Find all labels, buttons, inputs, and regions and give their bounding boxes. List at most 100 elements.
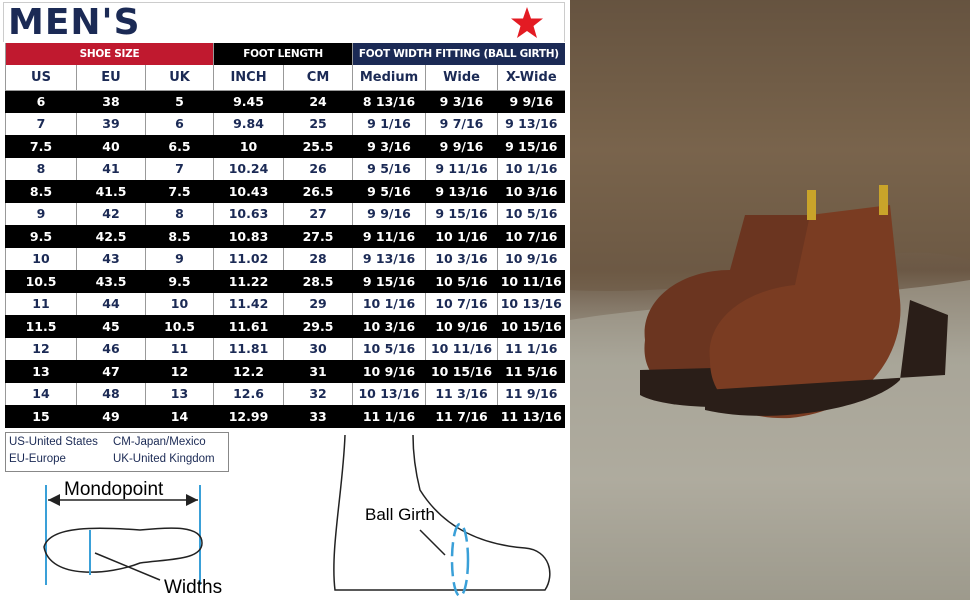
- table-cell: 12.2: [213, 360, 284, 383]
- title-frame: [3, 2, 565, 42]
- table-cell: 14: [5, 382, 77, 405]
- size-chart-panel: MEN'S SHOE SIZE FOOT LENGTH FOOT WIDTH F…: [3, 2, 565, 598]
- table-cell: 40: [76, 135, 146, 158]
- table-row: 10 43 9 11.02 28 9 13/16 10 3/16 10 9/16: [5, 247, 565, 270]
- table-cell: 10 7/16: [425, 292, 498, 315]
- table-cell: 10 1/16: [352, 292, 426, 315]
- table-cell: 25: [283, 112, 353, 135]
- table-cell: 38: [76, 90, 146, 113]
- table-cell: 29.5: [283, 315, 353, 338]
- table-cell: 10.24: [213, 157, 284, 180]
- boots-illustration: [570, 0, 970, 600]
- column-header: X-Wide: [497, 65, 565, 91]
- table-cell: 11.22: [213, 270, 284, 293]
- table-cell: 10: [213, 135, 284, 158]
- table-cell: 10 13/16: [352, 382, 426, 405]
- table-cell: 10: [5, 247, 77, 270]
- table-row: 9 42 8 10.63 27 9 9/16 9 15/16 10 5/16: [5, 202, 565, 225]
- table-cell: 10 5/16: [425, 270, 498, 293]
- table-cell: 9 5/16: [352, 180, 426, 203]
- table-cell: 5: [144, 90, 214, 113]
- table-cell: 10 1/16: [425, 225, 498, 248]
- table-cell: 9 1/16: [352, 112, 426, 135]
- table-cell: 8 13/16: [352, 90, 426, 113]
- ball-girth-label: Ball Girth: [365, 505, 435, 524]
- table-cell: 10.63: [213, 202, 284, 225]
- group-foot-width: FOOT WIDTH FITTING (BALL GIRTH): [352, 43, 565, 65]
- table-row: 8.5 41.5 7.5 10.43 26.5 9 5/16 9 13/16 10 3/16: [5, 180, 565, 203]
- table-cell: 9.84: [213, 112, 284, 135]
- table-cell: 41: [76, 157, 146, 180]
- table-cell: 29: [283, 292, 353, 315]
- table-cell: 25.5: [283, 135, 353, 158]
- table-cell: 10 3/16: [425, 247, 498, 270]
- table-cell: 11 5/16: [497, 360, 565, 383]
- table-cell: 9 9/16: [497, 90, 565, 113]
- table-cell: 9 3/16: [425, 90, 498, 113]
- table-cell: 13: [144, 382, 214, 405]
- table-cell: 46: [76, 337, 146, 360]
- table-cell: 10.5: [144, 315, 214, 338]
- table-cell: 11.42: [213, 292, 284, 315]
- table-cell: 7: [144, 157, 214, 180]
- table-cell: 11.61: [213, 315, 284, 338]
- table-cell: 10 7/16: [497, 225, 565, 248]
- table-cell: 10.43: [213, 180, 284, 203]
- table-cell: 11 13/16: [497, 405, 565, 428]
- table-cell: 14: [144, 405, 214, 428]
- table-cell: 26.5: [283, 180, 353, 203]
- table-cell: 11 7/16: [425, 405, 498, 428]
- table-cell: 11 9/16: [497, 382, 565, 405]
- table-cell: 9 9/16: [425, 135, 498, 158]
- table-cell: 43.5: [76, 270, 146, 293]
- table-cell: 12: [144, 360, 214, 383]
- table-cell: 32: [283, 382, 353, 405]
- table-cell: 12.99: [213, 405, 284, 428]
- table-cell: 10 3/16: [352, 315, 426, 338]
- table-cell: 10 5/16: [352, 337, 426, 360]
- table-cell: 10 3/16: [497, 180, 565, 203]
- table-cell: 10: [144, 292, 214, 315]
- column-header: EU: [76, 65, 146, 91]
- table-cell: 47: [76, 360, 146, 383]
- table-cell: 11.81: [213, 337, 284, 360]
- table-cell: 11: [5, 292, 77, 315]
- table-cell: 12.6: [213, 382, 284, 405]
- table-row: 10.5 43.5 9.5 11.22 28.5 9 15/16 10 5/16 10 11/…: [5, 270, 565, 293]
- table-cell: 41.5: [76, 180, 146, 203]
- table-cell: 39: [76, 112, 146, 135]
- table-cell: 12: [5, 337, 77, 360]
- table-cell: 9.5: [144, 270, 214, 293]
- table-row: 8 41 7 10.24 26 9 5/16 9 11/16 10 1/16: [5, 157, 565, 180]
- table-cell: 48: [76, 382, 146, 405]
- table-row: 13 47 12 12.2 31 10 9/16 10 15/16 11 5/16: [5, 360, 565, 383]
- table-row: 11 44 10 11.42 29 10 1/16 10 7/16 10 13/16: [5, 292, 565, 315]
- table-cell: 45: [76, 315, 146, 338]
- product-photo-boots: [570, 0, 970, 600]
- table-cell: 10 9/16: [352, 360, 426, 383]
- table-row: 11.5 45 10.5 11.61 29.5 10 3/16 10 9/16 10 15/1…: [5, 315, 565, 338]
- table-cell: 8.5: [5, 180, 77, 203]
- chart-title: MEN'S: [8, 2, 141, 43]
- table-cell: 11.02: [213, 247, 284, 270]
- table-cell: 9 13/16: [352, 247, 426, 270]
- table-cell: 10 15/16: [425, 360, 498, 383]
- ball-girth-diagram: Ball Girth: [333, 434, 551, 598]
- table-cell: 9 13/16: [425, 180, 498, 203]
- table-row: 12 46 11 11.81 30 10 5/16 10 11/16 11 1/16: [5, 337, 565, 360]
- table-cell: 9 13/16: [497, 112, 565, 135]
- table-cell: 10 11/16: [497, 270, 565, 293]
- table-cell: 13: [5, 360, 77, 383]
- legend-us: US-United States: [9, 436, 98, 448]
- table-cell: 28: [283, 247, 353, 270]
- table-cell: 11: [144, 337, 214, 360]
- table-cell: 11 3/16: [425, 382, 498, 405]
- column-header: CM: [283, 65, 353, 91]
- table-row: 7 39 6 9.84 25 9 1/16 9 7/16 9 13/16: [5, 112, 565, 135]
- group-foot-length: FOOT LENGTH: [213, 43, 353, 65]
- table-cell: 10 9/16: [425, 315, 498, 338]
- table-cell: 27: [283, 202, 353, 225]
- table-cell: 9 3/16: [352, 135, 426, 158]
- table-cell: 9 15/16: [497, 135, 565, 158]
- table-cell: 6: [144, 112, 214, 135]
